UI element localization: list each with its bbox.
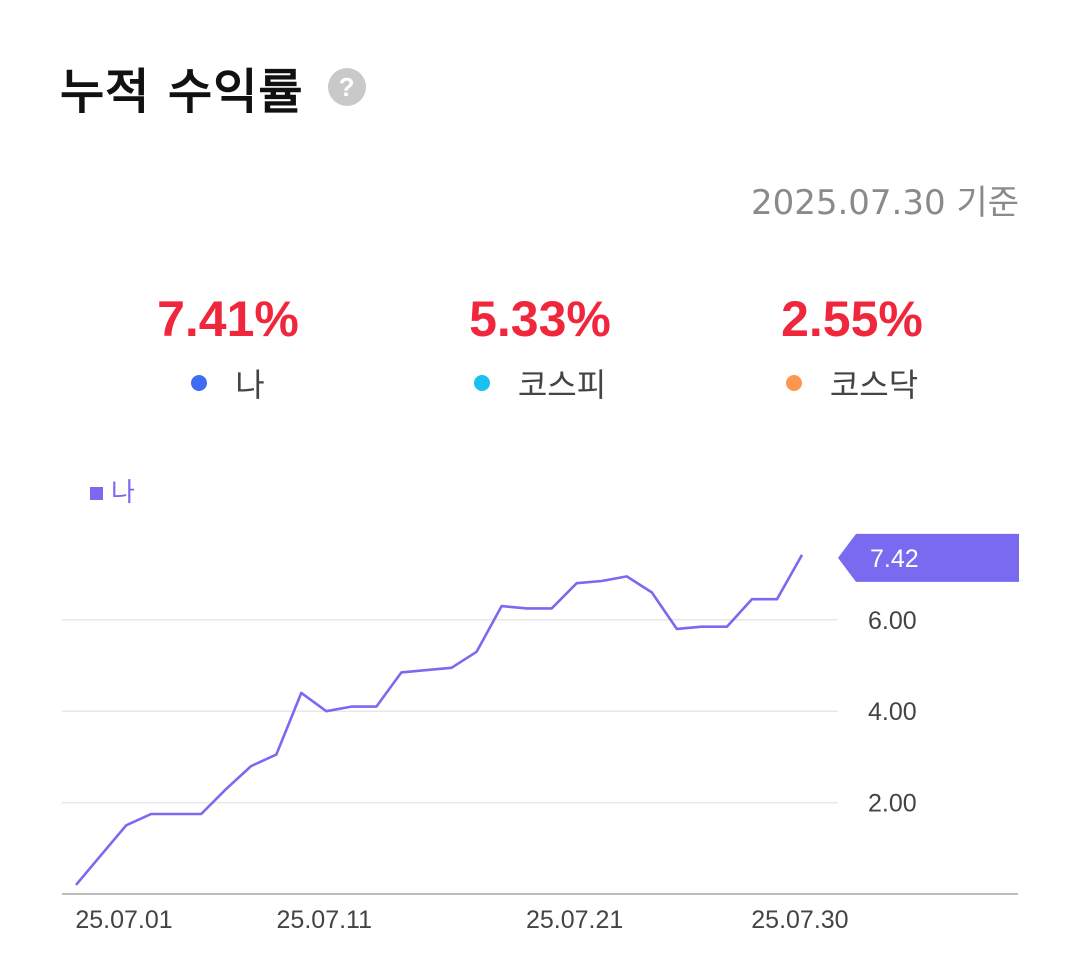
last-value-badge <box>838 533 1019 582</box>
summary-label-row: 나 <box>78 360 378 406</box>
as-of-date: 2025.07.30 기준 <box>750 183 1019 223</box>
summary-label: 코스피 <box>517 366 607 404</box>
x-tick-label: 25.07.21 <box>526 906 623 934</box>
x-tick-label: 25.07.01 <box>75 906 172 934</box>
dot-icon <box>191 375 208 391</box>
x-tick-label: 25.07.11 <box>277 906 372 934</box>
summary-item-me: 7.41% 나 <box>78 290 378 406</box>
summary-label-row: 코스피 <box>390 360 690 406</box>
last-value-label: 7.42 <box>870 545 919 573</box>
summary-stats: 7.41% 나 5.33% 코스피 2.55% 코스닥 <box>0 290 1079 420</box>
summary-label: 코스닥 <box>829 366 919 404</box>
summary-value: 7.41% <box>157 291 299 347</box>
series-line-me <box>75 554 804 886</box>
page-title-row: 누적 수익률 ? <box>60 52 366 122</box>
legend-swatch <box>90 487 103 500</box>
x-tick-label: 25.07.30 <box>751 906 848 934</box>
dot-icon <box>473 375 490 391</box>
dot-icon <box>785 375 802 391</box>
summary-label: 나 <box>235 366 265 404</box>
summary-label-row: 코스닥 <box>702 360 1002 406</box>
summary-value: 5.33% <box>469 291 611 347</box>
y-tick-label: 4.00 <box>868 698 917 726</box>
page-title: 누적 수익률 <box>60 64 304 120</box>
summary-item-kospi: 5.33% 코스피 <box>390 290 690 406</box>
return-line-chart: 나 2.00 4.00 6.00 25.07.01 25.07.11 25.07.21 25.… <box>62 478 1019 934</box>
y-tick-label: 6.00 <box>868 607 917 635</box>
help-icon[interactable]: ? <box>327 68 366 106</box>
legend-label: 나 <box>111 478 135 508</box>
y-tick-label: 2.00 <box>868 790 917 818</box>
summary-value: 2.55% <box>781 291 923 347</box>
summary-item-kosdaq: 2.55% 코스닥 <box>702 290 1002 406</box>
